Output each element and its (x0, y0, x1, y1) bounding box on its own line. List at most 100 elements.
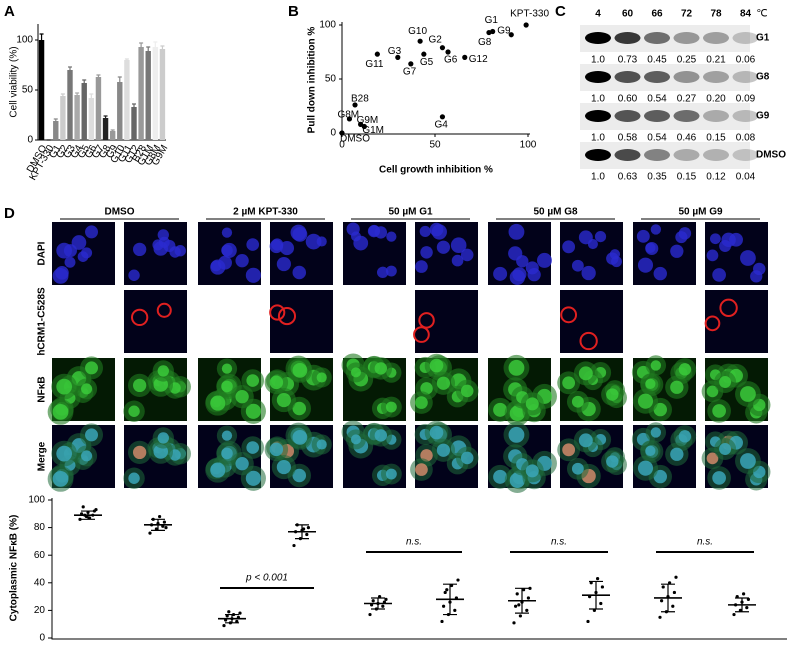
nucleus (653, 266, 667, 281)
data-point (586, 619, 590, 624)
blot-value: 0.15 (677, 172, 697, 183)
error-bar (39, 33, 44, 40)
nucleus (269, 375, 284, 390)
blot-band (673, 71, 700, 83)
nucleus (292, 468, 307, 483)
nucleus (429, 358, 444, 373)
bar (102, 118, 109, 140)
blot-label: DMSO (756, 150, 786, 161)
nucleus (650, 427, 662, 438)
blot-value: 0.12 (706, 172, 726, 183)
nucleus (712, 268, 726, 282)
annotation: n.s. (406, 537, 422, 548)
nucleus (153, 241, 169, 256)
micrograph (52, 290, 115, 353)
nucleus (246, 374, 260, 387)
data-point (440, 619, 444, 624)
data-point (81, 505, 85, 509)
y-tick-label: 100 (319, 20, 336, 31)
nucleus (571, 395, 584, 408)
blot-band (673, 149, 700, 161)
error-bar (124, 58, 129, 60)
error-bar (68, 66, 72, 70)
sd-bar (371, 597, 385, 610)
data-point (384, 597, 388, 601)
nucleus (130, 308, 149, 327)
data-point (525, 608, 529, 613)
nucleus (277, 307, 297, 326)
nucleus (52, 403, 69, 420)
data-point (528, 586, 532, 590)
nucleus (493, 402, 508, 417)
nucleus (269, 442, 284, 457)
nucleus (245, 403, 261, 419)
nucleus (157, 432, 169, 444)
nucleus (292, 430, 308, 445)
nucleus (128, 472, 140, 484)
nucleus (221, 447, 233, 460)
nucleus (279, 241, 295, 256)
point-label: G2 (428, 34, 442, 45)
nucleus (81, 450, 93, 462)
data-point (456, 578, 460, 582)
bar (117, 82, 123, 140)
nucleus (316, 439, 327, 450)
data-point (371, 599, 375, 603)
annotation: n.s. (697, 537, 713, 548)
nucleus (536, 252, 552, 268)
nucleus (740, 250, 756, 266)
data-point (368, 612, 372, 617)
nucleus (169, 246, 181, 258)
nucleus (429, 222, 444, 237)
blot-value: 0.09 (736, 94, 756, 105)
blot-band (673, 110, 700, 122)
nucleus (305, 233, 322, 250)
nucleus (578, 366, 593, 381)
nucleus (678, 227, 692, 240)
nucleus (420, 246, 433, 259)
nucleus (374, 226, 388, 239)
bar (60, 96, 66, 140)
nucleus (450, 237, 467, 254)
nucleus (415, 463, 428, 476)
data-point (515, 592, 519, 596)
nucleus (594, 230, 607, 243)
nucleus (276, 459, 291, 475)
nucleus (221, 430, 233, 441)
nucleus (292, 363, 308, 378)
nucleus (578, 433, 593, 448)
nucleus (132, 445, 147, 460)
point-label: G8M (337, 110, 359, 121)
axis-d (51, 498, 787, 640)
error-bar (117, 76, 122, 82)
nucleus (460, 248, 474, 262)
bar (124, 60, 130, 140)
nucleus (606, 388, 619, 401)
nucleus (418, 312, 435, 329)
y-axis-label: Cytoplasmic NFκB (%) (9, 515, 20, 622)
data-point (596, 577, 600, 581)
row-label: hCRM1-C528S (37, 287, 48, 356)
annotation: n.s. (551, 537, 567, 548)
nucleus (706, 385, 719, 398)
blot-value: 1.0 (591, 133, 605, 144)
nucleus (292, 265, 307, 280)
sd-bar (735, 597, 749, 613)
nucleus (419, 225, 431, 238)
nucleus (637, 257, 654, 273)
error-bar (103, 115, 108, 118)
blot-value: 0.46 (677, 133, 697, 144)
temperature: 60 (622, 9, 634, 20)
blot-band (614, 110, 641, 122)
nucleus (245, 267, 261, 283)
scatter-point (339, 130, 345, 136)
y-tick-label: 0 (27, 135, 33, 146)
blot-label: G9 (756, 111, 770, 122)
nucleus (157, 229, 169, 241)
nucleus (132, 242, 147, 257)
micrograph (270, 290, 333, 353)
nucleus (316, 236, 327, 247)
y-axis-label: Cell viability (%) (9, 46, 20, 117)
error-bar (132, 103, 136, 107)
